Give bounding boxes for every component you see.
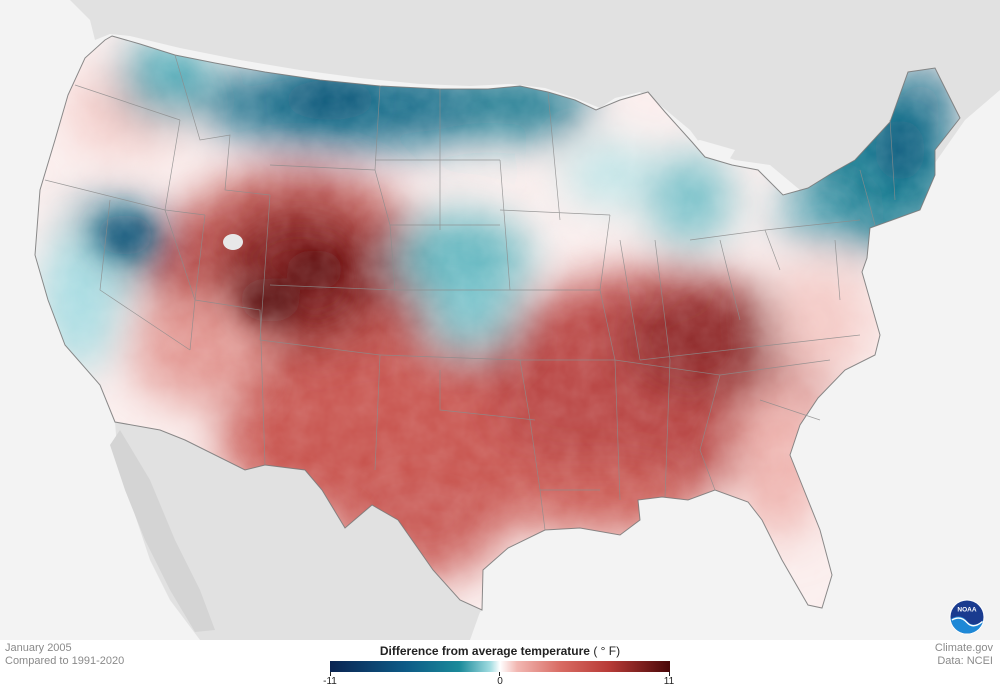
neighbor-land [0,0,1000,640]
source-data: Data: NCEI [937,655,993,667]
source-info: Climate.gov Data: NCEI [935,642,993,668]
state-borders [34,35,961,611]
temperature-anomaly-map [0,0,1000,640]
baja-peninsula [110,430,215,632]
legend-min-label: -11 [323,676,337,687]
legend-title-text: Difference from average temperature [379,644,590,658]
period-label: January 2005 [5,642,72,654]
legend-tick-max [669,672,670,676]
legend-tick-min [330,672,331,676]
source-site: Climate.gov [934,642,993,654]
map-period-info: January 2005 Compared to 1991-2020 [5,642,124,668]
anomaly-field [35,36,960,610]
legend-title: Difference from average temperature ( ° … [330,644,670,658]
baseline-label: Compared to 1991-2020 [5,655,125,667]
legend-mid-label: 0 [497,676,503,687]
legend-color-scale [330,661,670,672]
great-salt-lake [223,234,243,250]
noaa-logo-text: NOAA [957,607,976,614]
canada-land [0,0,1000,205]
gulf-water [470,520,790,640]
noaa-logo-icon: NOAA [949,599,985,635]
legend-max-label: 11 [663,676,675,687]
legend-tick-mid [499,672,500,676]
footer: January 2005 Compared to 1991-2020 Diffe… [0,640,1000,690]
legend-unit: ( ° F) [593,644,621,658]
mexico-land [115,422,482,640]
